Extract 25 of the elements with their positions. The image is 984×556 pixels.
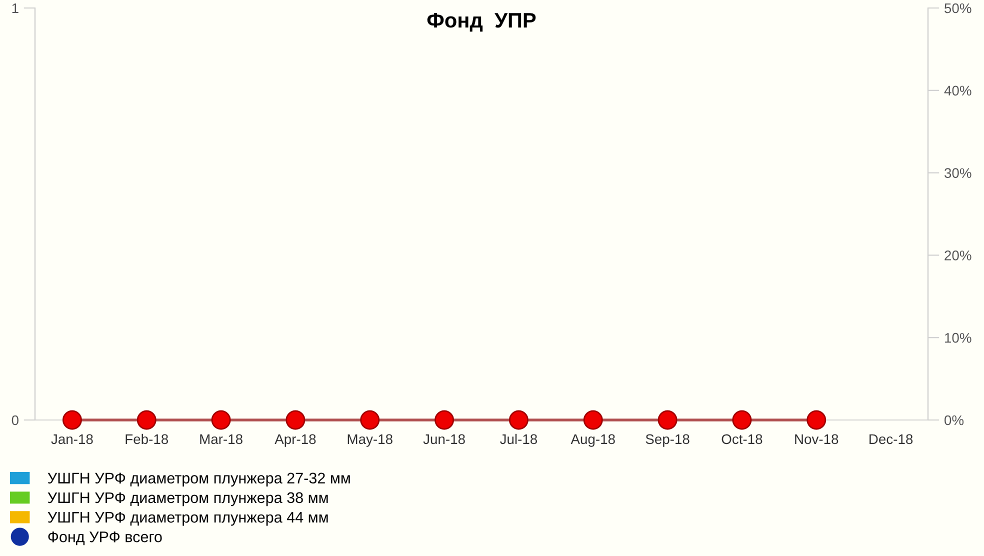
legend-label: Фонд УРФ всего (48, 532, 162, 546)
x-tick-label: May-18 (348, 434, 392, 447)
y2-tick-label: 0% (944, 415, 964, 426)
x-tick-label: Feb-18 (126, 434, 168, 444)
x-tick-label: Jun-18 (423, 434, 465, 444)
chart-title: Фонд УПР (427, 13, 536, 32)
x-tick-label: Apr-18 (274, 434, 316, 447)
x-tick-label: Sep-18 (646, 434, 690, 447)
x-tick-label: Jan-18 (51, 434, 93, 444)
x-tick-label: Jul-18 (500, 434, 538, 444)
x-tick-label: Oct-18 (722, 434, 762, 444)
y2-tick-label: 40% (944, 86, 972, 96)
y2-tick-label: 50% (944, 3, 972, 14)
x-tick-label: Dec-18 (870, 434, 913, 444)
legend-label: УШГН УРФ диаметром плунжера 38 мм (48, 492, 328, 506)
y-tick-label: 0 (12, 415, 18, 426)
y2-tick-label: 30% (944, 168, 972, 178)
y2-tick-label: 10% (945, 332, 972, 343)
x-tick-label: Mar-18 (200, 434, 242, 444)
legend-label: УШГН УРФ диаметром плунжера 44 мм (48, 512, 328, 526)
y-tick-label: 1 (12, 3, 18, 14)
x-tick-label: Nov-18 (795, 434, 838, 444)
x-tick-label: Aug-18 (570, 434, 615, 447)
legend-label: УШГН УРФ диаметром плунжера 27-32 мм (48, 472, 350, 487)
y2-tick-label: 20% (944, 250, 972, 260)
